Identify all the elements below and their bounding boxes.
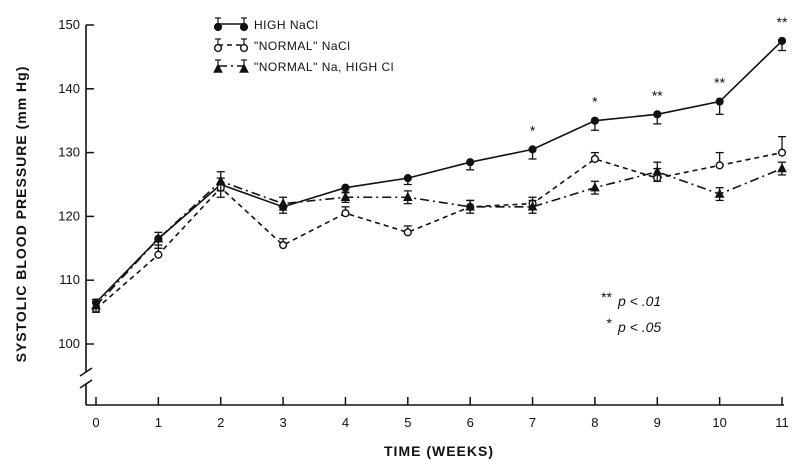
data-point [403, 228, 412, 237]
pvalue-text: p < .05 [617, 319, 661, 335]
data-point [715, 97, 724, 106]
data-point [590, 116, 600, 125]
data-point [153, 233, 164, 243]
legend-entry-3: "NORMAL" Na, HIGH Cl [213, 59, 394, 74]
x-tick-label: 7 [529, 415, 536, 430]
data-point [239, 63, 249, 73]
data-point [213, 63, 223, 73]
x-tick-label: 5 [404, 415, 411, 430]
data-point [278, 241, 288, 250]
y-tick-label: 140 [58, 81, 80, 96]
x-tick-label: 6 [467, 415, 474, 430]
legend-label: HIGH NaCl [254, 18, 319, 32]
series-3 [91, 161, 787, 313]
data-point [465, 201, 476, 211]
pvalue-symbol: ** [601, 289, 612, 305]
legend: HIGH NaCl "NORMAL" NaCl "NORMAL" Na, HIGH … [213, 17, 394, 74]
axes: 100 110 120 130 140 150 0 1 2 3 4 5 6 7 8 9 10 11 TIME (WE… [13, 17, 789, 459]
data-point [652, 166, 663, 176]
y-axis-title: SYSTOLIC BLOOD PRESSURE (mm Hg) [13, 66, 29, 363]
axis-break-mark [79, 379, 93, 389]
data-point [91, 300, 101, 310]
data-point [590, 154, 600, 164]
x-tick-label: 4 [342, 415, 349, 430]
data-point [154, 250, 163, 259]
data-point [402, 191, 413, 201]
data-point [653, 110, 662, 119]
data-point [777, 162, 787, 173]
data-point [777, 36, 787, 46]
significance-star: ** [652, 87, 663, 103]
data-point [213, 43, 223, 53]
data-point [213, 22, 223, 32]
series-line [95, 151, 783, 310]
data-point [527, 201, 538, 211]
legend-entry-1: HIGH NaCl [213, 17, 319, 32]
legend-label: "NORMAL" Na, HIGH Cl [254, 60, 394, 74]
data-point [239, 22, 249, 32]
significance-annotations: ** ******** p < .01* p < .05 [530, 14, 788, 335]
pvalue-text: p < .01 [617, 293, 661, 309]
x-tick-label: 11 [775, 415, 789, 430]
data-point [777, 148, 787, 157]
x-tick-label: 1 [155, 415, 162, 430]
series-line [95, 40, 783, 304]
data-point [239, 43, 249, 53]
x-tick-label: 8 [591, 415, 598, 430]
x-tick-label: 3 [279, 415, 286, 430]
data-point [341, 209, 350, 218]
y-tick-label: 100 [58, 336, 80, 351]
y-tick-label: 150 [58, 17, 80, 32]
data-point [403, 174, 412, 183]
y-tick-label: 120 [58, 208, 80, 223]
data-point [341, 183, 350, 192]
data-point [714, 188, 725, 198]
legend-entry-2: "NORMAL" NaCl [213, 38, 350, 53]
pvalue-symbol: * [607, 315, 613, 331]
data-point [715, 161, 724, 170]
series-2 [91, 135, 787, 314]
significance-star: ** [714, 75, 725, 91]
data-point [340, 191, 351, 201]
significance-star: ** [777, 14, 788, 30]
y-tick-label: 110 [59, 272, 80, 287]
data-point [590, 182, 600, 192]
x-tick-label: 2 [217, 415, 224, 430]
significance-star: * [592, 94, 598, 110]
significance-star: * [530, 122, 536, 138]
x-tick-label: 0 [92, 415, 99, 430]
series-1 [91, 36, 787, 313]
x-tick-label: 10 [712, 415, 726, 430]
data-point [528, 145, 537, 154]
axis-break-mark [79, 367, 93, 377]
series-line [95, 167, 783, 307]
series-layer [91, 36, 787, 314]
legend-label: "NORMAL" NaCl [254, 39, 350, 53]
y-tick-label: 130 [58, 145, 80, 160]
data-point [215, 175, 226, 186]
x-tick-label: 9 [654, 415, 661, 430]
x-axis-title: TIME (WEEKS) [384, 443, 494, 459]
data-point [278, 198, 288, 208]
data-point [466, 158, 475, 167]
